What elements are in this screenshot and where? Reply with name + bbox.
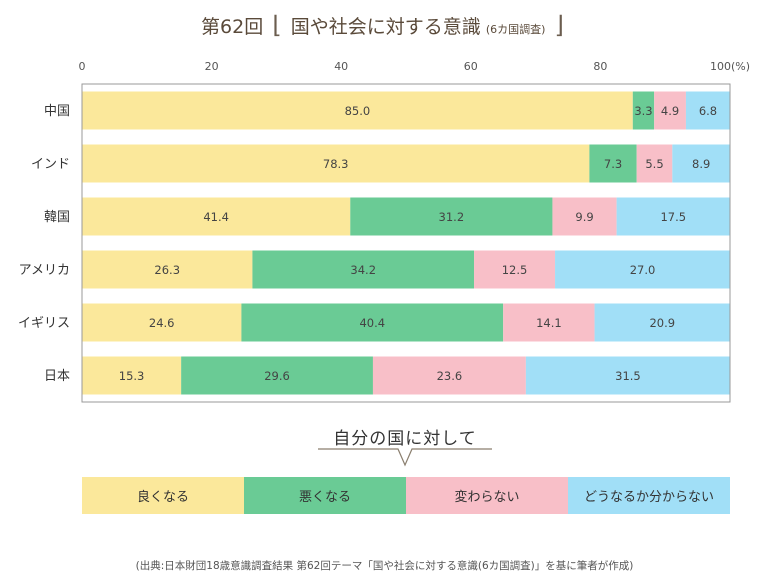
legend-title-underline	[318, 448, 492, 467]
title-topic: 国や社会に対する意識	[290, 16, 481, 38]
category-label: イギリス	[18, 316, 70, 331]
legend-title: 自分の国に対して	[333, 429, 477, 449]
title-round: 第62回	[201, 16, 264, 38]
bar-segment	[636, 144, 673, 183]
bar-value-label: 31.5	[615, 369, 641, 383]
x-tick-label: 80	[593, 60, 607, 73]
legend-item-worse: 悪くなる	[244, 477, 406, 514]
category-label: 中国	[44, 104, 70, 119]
bar-value-label: 23.6	[437, 369, 463, 383]
bar-value-label: 12.5	[502, 263, 528, 277]
bar-value-label: 9.9	[575, 210, 593, 224]
bar-segment	[82, 250, 253, 289]
category-label: アメリカ	[19, 263, 70, 278]
bar-group: 85.0 3.3 4.9 6.8 78.3 7.3 5.5 8.9 41.4 31.2 9.9 17.…	[82, 91, 730, 395]
bar-segment	[181, 356, 373, 395]
bar-segment	[82, 356, 182, 395]
bar-segment	[654, 91, 686, 130]
bar-value-label: 31.2	[439, 210, 465, 224]
bar-segment	[82, 197, 351, 236]
bar-segment	[350, 197, 553, 236]
category-label: 韓国	[44, 210, 70, 225]
source-note: (出典:日本財団18歳意識調査結果 第62回テーマ「国や社会に対する意識(6カ国…	[135, 560, 634, 572]
x-tick-label: 0	[79, 60, 86, 73]
bar-value-label: 78.3	[323, 157, 349, 171]
bar-value-label: 4.9	[661, 104, 679, 118]
title-open-bracket: ⌊	[272, 11, 282, 39]
bar-value-label: 85.0	[345, 104, 371, 118]
category-label: インド	[31, 157, 70, 172]
bar-value-label: 34.2	[350, 263, 376, 277]
legend-item-unchanged: 変わらない	[406, 477, 568, 514]
bar-value-label: 26.3	[154, 263, 180, 277]
bar-segment	[594, 303, 730, 342]
bar-segment	[616, 197, 730, 236]
bar-segment	[685, 91, 730, 130]
bar-segment	[372, 356, 526, 395]
bar-value-label: 41.4	[203, 210, 229, 224]
chart-title: 第62回 ⌊ 国や社会に対する意識 (6カ国調査) ⌋	[0, 8, 769, 42]
bar-segment	[525, 356, 730, 395]
x-tick-label: 100(%)	[710, 60, 750, 73]
title-close-bracket: ⌋	[554, 11, 564, 39]
bar-segment	[503, 303, 595, 342]
bar-value-label: 3.3	[634, 104, 652, 118]
bar-segment	[82, 91, 633, 130]
bar-value-label: 24.6	[149, 316, 175, 330]
bar-value-label: 8.9	[692, 157, 710, 171]
legend-item-better: 良くなる	[82, 477, 244, 514]
bar-segment	[474, 250, 556, 289]
bar-segment	[555, 250, 730, 289]
stacked-bar-chart: 85.0 3.3 4.9 6.8 78.3 7.3 5.5 8.9 41.4 31.2 9.9 17.…	[18, 60, 751, 403]
bar-value-label: 27.0	[630, 263, 656, 277]
bar-value-label: 29.6	[264, 369, 290, 383]
x-axis-ticks: 0 20 40 60 80 100(%)	[79, 60, 751, 73]
bar-value-label: 7.3	[604, 157, 622, 171]
x-tick-label: 40	[334, 60, 348, 73]
x-tick-label: 20	[205, 60, 219, 73]
plot-frame	[81, 83, 731, 403]
bar-value-label: 6.8	[699, 104, 717, 118]
bar-value-label: 15.3	[119, 369, 145, 383]
bar-segment	[252, 250, 475, 289]
bar-value-label: 40.4	[359, 316, 385, 330]
bar-segment	[589, 144, 637, 183]
bar-value-label: 17.5	[660, 210, 686, 224]
bar-segment	[632, 91, 655, 130]
bar-value-label: 5.5	[645, 157, 663, 171]
bar-segment	[82, 144, 590, 183]
category-label: 日本	[44, 369, 70, 384]
legend: 良くなる 悪くなる 変わらない どうなるか分からない	[82, 477, 730, 514]
bar-segment	[672, 144, 730, 183]
title-subtitle: (6カ国調査)	[485, 23, 546, 36]
bar-segment	[241, 303, 504, 342]
bar-segment	[82, 303, 242, 342]
legend-item-unknown: どうなるか分からない	[568, 477, 730, 514]
bar-segment	[552, 197, 617, 236]
bar-value-label: 14.1	[536, 316, 562, 330]
x-tick-label: 60	[464, 60, 478, 73]
bar-value-label: 20.9	[649, 316, 675, 330]
